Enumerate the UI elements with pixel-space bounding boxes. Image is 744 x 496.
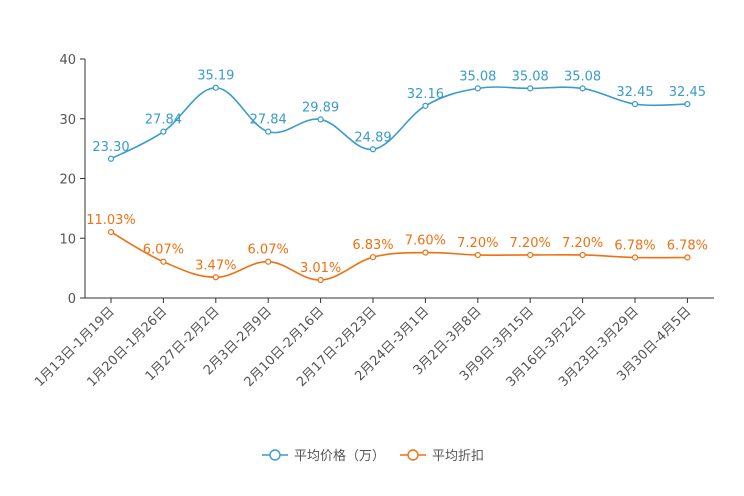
data-label: 32.16 xyxy=(407,87,444,102)
data-label: 6.78% xyxy=(667,238,708,253)
data-point[interactable] xyxy=(474,85,481,92)
data-point[interactable] xyxy=(107,228,115,236)
data-point[interactable] xyxy=(212,84,219,91)
y-tick-label: 10 xyxy=(59,232,76,247)
data-label: 7.20% xyxy=(457,236,498,251)
data-point[interactable] xyxy=(422,249,429,256)
data-point[interactable] xyxy=(107,155,115,162)
y-tick-label: 40 xyxy=(59,53,76,68)
data-point[interactable] xyxy=(631,254,639,261)
legend-label-1[interactable]: 平均价格（万） xyxy=(294,448,385,464)
data-label: 35.08 xyxy=(512,69,549,84)
data-label: 35.19 xyxy=(197,69,234,84)
legend-marker-1[interactable] xyxy=(269,449,281,461)
data-label: 23.30 xyxy=(92,140,129,155)
data-label: 6.83% xyxy=(352,238,393,253)
data-point[interactable] xyxy=(369,146,377,153)
data-point[interactable] xyxy=(579,85,586,92)
y-tick-label: 0 xyxy=(68,292,76,307)
data-point[interactable] xyxy=(684,254,691,261)
data-point[interactable] xyxy=(579,251,586,259)
data-point[interactable] xyxy=(369,254,377,261)
data-point[interactable] xyxy=(527,85,534,92)
data-point[interactable] xyxy=(527,251,534,259)
data-point[interactable] xyxy=(265,258,272,265)
data-label: 27.84 xyxy=(250,113,287,128)
data-point[interactable] xyxy=(317,276,324,284)
data-point[interactable] xyxy=(422,102,429,109)
data-label: 24.89 xyxy=(354,130,391,145)
legend-label-2[interactable]: 平均折扣 xyxy=(432,449,484,464)
y-tick-label: 30 xyxy=(59,113,76,128)
legend-marker-2[interactable] xyxy=(407,449,419,461)
data-point[interactable] xyxy=(684,101,691,108)
data-label: 11.03% xyxy=(86,213,136,228)
data-label: 27.84 xyxy=(145,113,182,128)
data-point[interactable] xyxy=(631,101,639,108)
data-label: 3.01% xyxy=(300,261,341,276)
data-point[interactable] xyxy=(212,274,219,281)
data-label: 7.20% xyxy=(562,236,603,251)
data-label: 29.89 xyxy=(302,100,339,115)
data-label: 35.08 xyxy=(564,69,601,84)
data-label: 7.20% xyxy=(510,236,551,251)
data-label: 6.07% xyxy=(248,243,289,258)
data-point[interactable] xyxy=(160,128,167,135)
data-label: 32.45 xyxy=(669,85,706,100)
data-point[interactable] xyxy=(317,116,324,123)
data-point[interactable] xyxy=(160,258,167,265)
data-label: 32.45 xyxy=(616,85,653,100)
y-tick-label: 20 xyxy=(59,173,76,188)
data-label: 6.07% xyxy=(143,243,184,258)
series-line-2 xyxy=(110,231,688,281)
data-label: 7.60% xyxy=(405,234,446,249)
data-point[interactable] xyxy=(265,128,272,135)
data-label: 35.08 xyxy=(459,69,496,84)
data-point[interactable] xyxy=(474,251,481,259)
series-line-1 xyxy=(110,86,688,160)
data-label: 6.78% xyxy=(614,238,655,253)
data-label: 3.47% xyxy=(195,258,236,273)
